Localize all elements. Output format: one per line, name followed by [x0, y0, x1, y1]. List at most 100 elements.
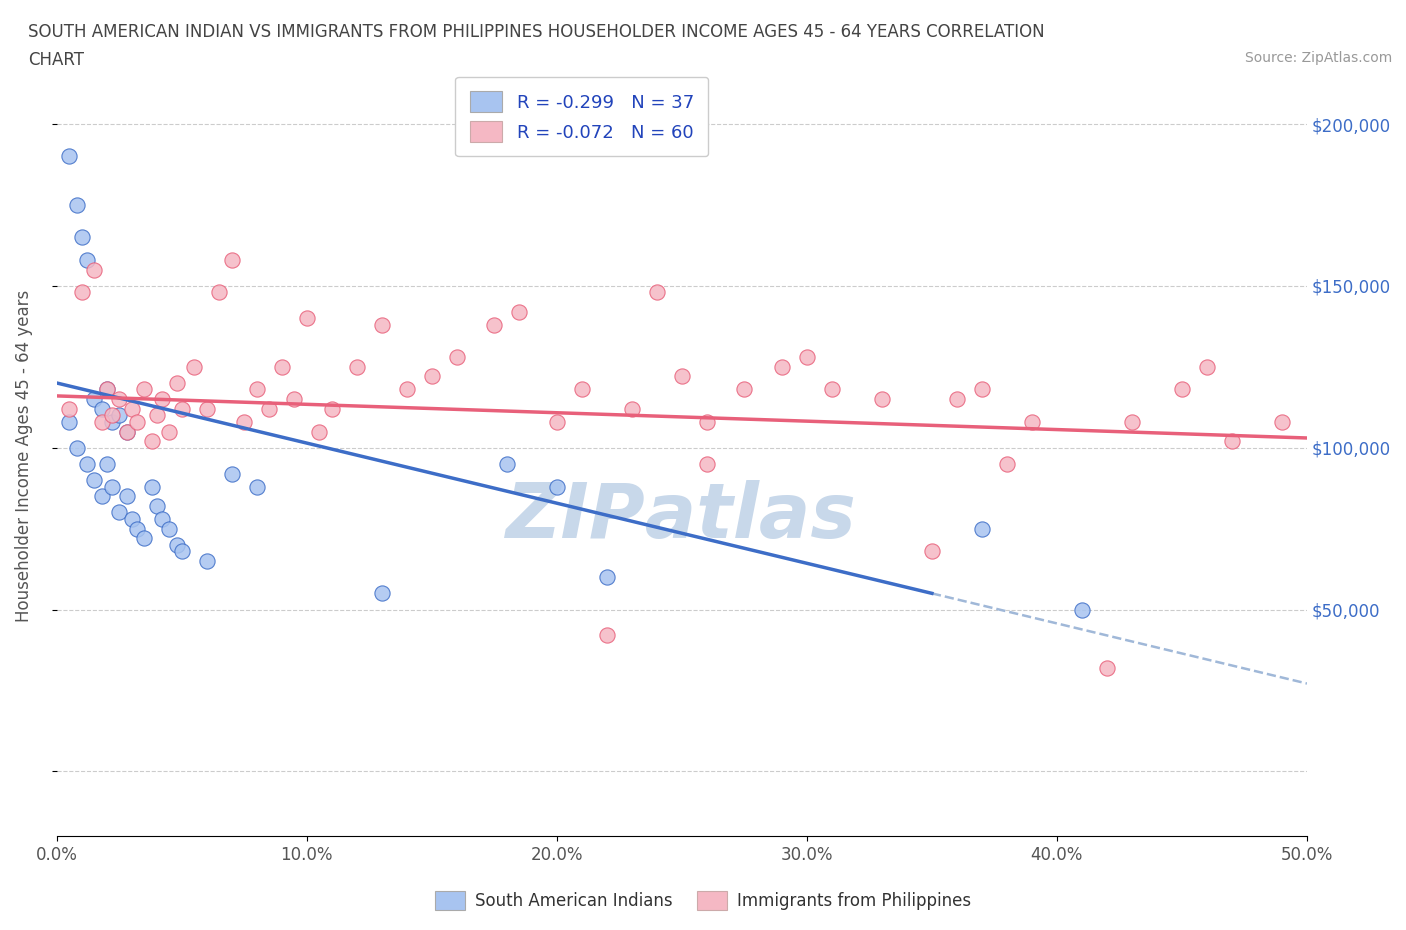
Point — [620, 402, 643, 417]
Point — [596, 570, 619, 585]
Point — [157, 521, 180, 536]
Point — [246, 479, 269, 494]
Text: SOUTH AMERICAN INDIAN VS IMMIGRANTS FROM PHILIPPINES HOUSEHOLDER INCOME AGES 45 : SOUTH AMERICAN INDIAN VS IMMIGRANTS FROM… — [28, 23, 1045, 41]
Point — [183, 359, 205, 374]
Text: ZIP​atlas: ZIP​atlas — [506, 480, 858, 553]
Point — [100, 408, 122, 423]
Point — [76, 457, 98, 472]
Point — [115, 424, 138, 439]
Point — [420, 369, 443, 384]
Point — [1195, 359, 1218, 374]
Point — [170, 544, 193, 559]
Point — [195, 402, 218, 417]
Point — [115, 489, 138, 504]
Point — [125, 415, 148, 430]
Point — [821, 382, 844, 397]
Point — [83, 472, 105, 487]
Point — [108, 505, 131, 520]
Point — [796, 350, 818, 365]
Point — [295, 311, 318, 325]
Point — [546, 415, 568, 430]
Point — [150, 392, 173, 406]
Point — [70, 230, 93, 245]
Point — [108, 408, 131, 423]
Point — [108, 392, 131, 406]
Point — [58, 402, 80, 417]
Point — [58, 149, 80, 164]
Point — [508, 304, 530, 319]
Y-axis label: Householder Income Ages 45 - 64 years: Householder Income Ages 45 - 64 years — [15, 289, 32, 622]
Point — [195, 553, 218, 568]
Point — [1220, 433, 1243, 448]
Point — [1021, 415, 1043, 430]
Point — [283, 392, 305, 406]
Point — [90, 489, 112, 504]
Point — [141, 479, 163, 494]
Point — [495, 457, 517, 472]
Point — [166, 376, 188, 391]
Point — [96, 382, 118, 397]
Legend: R = -0.299   N = 37, R = -0.072   N = 60: R = -0.299 N = 37, R = -0.072 N = 60 — [456, 77, 709, 156]
Point — [166, 538, 188, 552]
Point — [696, 415, 718, 430]
Point — [970, 521, 993, 536]
Point — [596, 628, 619, 643]
Point — [221, 466, 243, 481]
Point — [370, 586, 392, 601]
Point — [70, 285, 93, 299]
Point — [221, 253, 243, 268]
Point — [150, 512, 173, 526]
Point — [770, 359, 793, 374]
Point — [270, 359, 292, 374]
Point — [321, 402, 343, 417]
Point — [546, 479, 568, 494]
Point — [125, 521, 148, 536]
Point — [696, 457, 718, 472]
Point — [134, 382, 156, 397]
Point — [733, 382, 755, 397]
Point — [90, 402, 112, 417]
Point — [870, 392, 893, 406]
Point — [65, 197, 87, 212]
Point — [946, 392, 969, 406]
Point — [65, 440, 87, 455]
Point — [145, 408, 167, 423]
Point — [645, 285, 668, 299]
Point — [83, 392, 105, 406]
Point — [571, 382, 593, 397]
Point — [246, 382, 269, 397]
Point — [995, 457, 1018, 472]
Point — [1095, 660, 1118, 675]
Point — [1271, 415, 1294, 430]
Point — [370, 317, 392, 332]
Point — [115, 424, 138, 439]
Point — [395, 382, 418, 397]
Text: CHART: CHART — [28, 51, 84, 69]
Text: Source: ZipAtlas.com: Source: ZipAtlas.com — [1244, 51, 1392, 65]
Point — [233, 415, 256, 430]
Point — [100, 479, 122, 494]
Legend: South American Indians, Immigrants from Philippines: South American Indians, Immigrants from … — [427, 884, 979, 917]
Point — [484, 317, 506, 332]
Point — [208, 285, 231, 299]
Point — [308, 424, 330, 439]
Point — [121, 402, 143, 417]
Point — [58, 415, 80, 430]
Point — [121, 512, 143, 526]
Point — [100, 415, 122, 430]
Point — [257, 402, 280, 417]
Point — [157, 424, 180, 439]
Point — [96, 382, 118, 397]
Point — [76, 253, 98, 268]
Point — [970, 382, 993, 397]
Point — [96, 457, 118, 472]
Point — [90, 415, 112, 430]
Point — [141, 433, 163, 448]
Point — [83, 262, 105, 277]
Point — [1171, 382, 1194, 397]
Point — [921, 544, 943, 559]
Point — [671, 369, 693, 384]
Point — [170, 402, 193, 417]
Point — [1071, 602, 1094, 617]
Point — [346, 359, 368, 374]
